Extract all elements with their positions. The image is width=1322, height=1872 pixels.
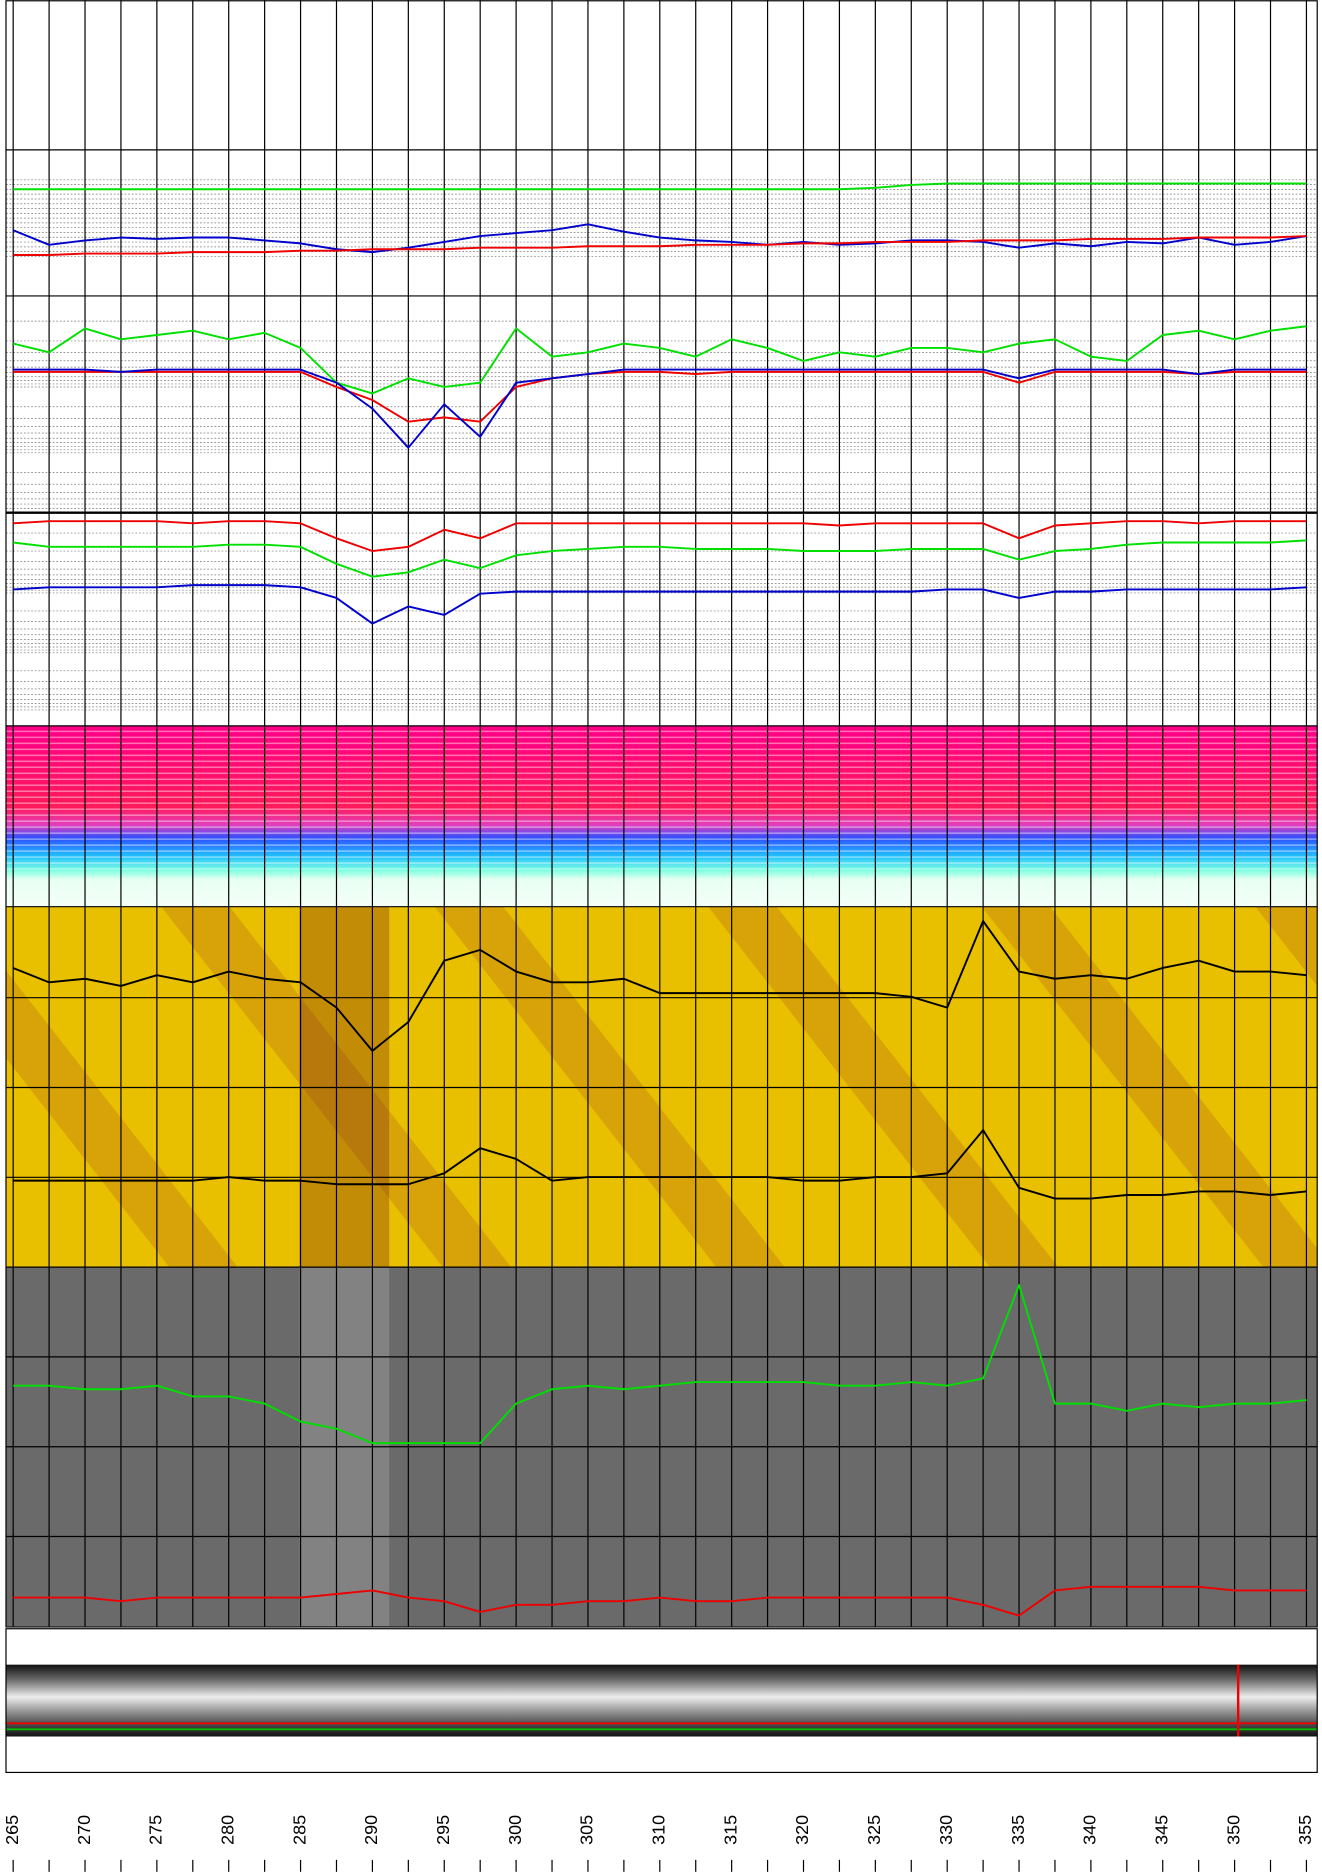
- image-anomaly: [299, 906, 390, 1268]
- curve: [12, 223, 1307, 254]
- x-tick-label: 335: [1008, 1815, 1028, 1845]
- amplitude-image: [5, 906, 1318, 1268]
- curve: [12, 920, 1307, 1052]
- x-tick-label: 295: [433, 1815, 453, 1845]
- x-tick-label: 265: [2, 1815, 22, 1845]
- track-border: [5, 1628, 1318, 1774]
- x-tick-label: 315: [720, 1815, 740, 1845]
- x-tick-label: 330: [936, 1815, 956, 1845]
- curve: [12, 325, 1307, 395]
- x-tick-label: 300: [505, 1815, 525, 1845]
- curves: [12, 182, 1307, 1617]
- x-tick-label: 355: [1295, 1815, 1315, 1845]
- x-tick-label: 275: [146, 1815, 166, 1845]
- x-tick-label: 310: [649, 1815, 669, 1845]
- track-border: [5, 0, 1318, 1628]
- x-tick-label: 270: [74, 1815, 94, 1845]
- x-tick-label: 345: [1151, 1815, 1171, 1845]
- curve: [13, 1129, 1307, 1200]
- spectrum-stripes: [5, 725, 1318, 870]
- curve: [13, 368, 1307, 449]
- x-tick-label: 290: [361, 1815, 381, 1845]
- track-backgrounds: [5, 725, 1318, 1737]
- pipe-image: [5, 1664, 1318, 1737]
- frame: [5, 0, 1318, 1774]
- x-tick-label: 325: [864, 1815, 884, 1845]
- x-tick-label: 350: [1223, 1815, 1243, 1845]
- x-tick-label: 280: [217, 1815, 237, 1845]
- curve: [13, 584, 1307, 625]
- x-tick-label: 305: [577, 1815, 597, 1845]
- x-tick-label: 340: [1080, 1815, 1100, 1845]
- curve: [13, 370, 1307, 423]
- curve: [13, 539, 1307, 578]
- curve: [13, 235, 1307, 256]
- x-tick-label: 320: [792, 1815, 812, 1845]
- grid: [5, 0, 1318, 1627]
- curve: [13, 1284, 1307, 1445]
- curve: [13, 182, 1307, 191]
- curve: [13, 1585, 1307, 1617]
- curve: [13, 520, 1307, 552]
- x-tick-label: 285: [289, 1815, 309, 1845]
